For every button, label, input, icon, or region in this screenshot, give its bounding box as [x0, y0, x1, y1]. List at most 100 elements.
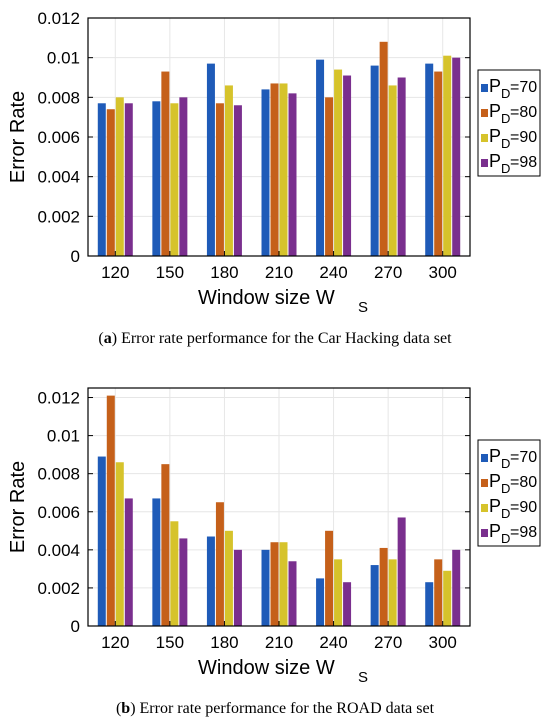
bar-pd80-180	[215, 103, 224, 257]
bar-pd90-270	[388, 85, 397, 256]
x-tick-label: 240	[319, 633, 347, 652]
legend-label-subscript: D	[501, 506, 510, 521]
legend-label-subscript: D	[501, 481, 510, 496]
x-axis-label: Window size W S	[198, 657, 368, 686]
y-tick-label: 0.01	[47, 49, 80, 68]
bar-pd90-150	[170, 521, 179, 626]
bar-pd70-180	[206, 63, 215, 256]
bar-pd80-150	[161, 71, 170, 256]
x-tick-label: 300	[429, 263, 457, 282]
bar-pd90-150	[170, 103, 179, 257]
legend-label-subscript: D	[501, 456, 510, 471]
y-axis-label: Error Rate	[7, 91, 29, 183]
bar-pd70-300	[425, 582, 434, 626]
bar-pd98-120	[124, 498, 133, 626]
legend-label-subscript: D	[501, 161, 510, 176]
bar-pd70-270	[370, 565, 379, 626]
bar-pd70-180	[206, 536, 215, 626]
legend-label-main: P	[489, 446, 501, 466]
legend-swatch	[481, 84, 488, 92]
y-tick-label: 0.01	[47, 427, 80, 446]
legend-swatch	[481, 479, 488, 487]
legend-label-value: =90	[510, 499, 537, 516]
x-tick-label: 240	[319, 263, 347, 282]
x-tick-label: 180	[210, 263, 238, 282]
legend-swatch	[481, 504, 488, 512]
caption-text: Error rate performance for the ROAD data…	[139, 700, 435, 717]
legend-label-value: =80	[510, 104, 537, 121]
x-tick-label: 120	[101, 263, 129, 282]
y-tick-label: 0.008	[37, 88, 80, 107]
bar-pd70-120	[97, 103, 106, 257]
y-tick-label: 0.002	[37, 207, 80, 226]
bar-pd98-180	[233, 105, 242, 257]
axes-box	[87, 387, 471, 627]
bar-pd80-210	[270, 542, 279, 626]
legend-label-subscript: D	[501, 86, 510, 101]
bar-pd70-150	[152, 498, 161, 626]
y-axis-label: Error Rate	[7, 461, 29, 553]
legend-label-value: =90	[510, 129, 537, 146]
bar-pd90-210	[279, 542, 288, 626]
bar-pd70-120	[97, 456, 106, 626]
bar-pd90-240	[334, 559, 343, 626]
chart-panel-road: 0 0.002 0.004 0.006 0.008 0.01 0.012 120 150 180 2…	[0, 370, 550, 719]
bar-pd70-210	[261, 549, 270, 626]
legend: P D =70P D =80P D =90P D =98	[477, 439, 541, 547]
caption-text: Error rate performance for the Car Hacki…	[121, 330, 452, 347]
legend-label-value: =70	[510, 79, 537, 96]
x-axis-label-main: Window size W	[198, 657, 335, 679]
y-tick-label: 0	[71, 617, 80, 636]
bar-pd98-210	[288, 93, 297, 256]
bar-pd70-150	[152, 101, 161, 256]
y-tick-label: 0.012	[37, 9, 80, 28]
bar-pd98-270	[397, 77, 406, 256]
bar-pd70-240	[316, 578, 325, 626]
bar-pd98-240	[343, 75, 352, 257]
bar-pd80-300	[434, 71, 443, 256]
x-tick-label: 210	[265, 263, 293, 282]
bar-pd90-120	[115, 97, 124, 256]
bar-pd80-150	[161, 464, 170, 626]
y-tick-label: 0.006	[37, 503, 80, 522]
bar-pd98-150	[179, 97, 188, 256]
bar-pd90-300	[443, 55, 452, 256]
bar-pd70-240	[316, 59, 325, 257]
y-tick-label: 0.002	[37, 579, 80, 598]
x-tick-label: 150	[156, 633, 184, 652]
bar-pd90-240	[334, 69, 343, 256]
error-rate-chart-road: 0 0.002 0.004 0.006 0.008 0.01 0.012 120 150 180 2…	[7, 387, 541, 686]
x-tick-label: 300	[429, 633, 457, 652]
bar-pd80-240	[325, 97, 334, 256]
y-tick-label: 0.012	[37, 389, 80, 408]
x-tick-label: 270	[374, 263, 402, 282]
axes-box	[87, 17, 471, 257]
legend-swatch	[481, 454, 488, 462]
bar-pd80-270	[379, 41, 388, 256]
x-tick-label: 180	[210, 633, 238, 652]
legend-label-subscript: D	[501, 531, 510, 546]
bar-pd80-270	[379, 547, 388, 626]
legend-label-main: P	[489, 126, 501, 146]
bar-pd90-300	[443, 570, 452, 626]
bar-pd90-180	[224, 85, 233, 256]
legend-swatch	[481, 529, 488, 537]
legend: P D =70P D =80P D =90P D =98	[477, 69, 541, 177]
bar-pd80-210	[270, 83, 279, 256]
legend-box	[477, 439, 541, 547]
y-tick-label: 0.006	[37, 128, 80, 147]
legend-label-subscript: D	[501, 136, 510, 151]
x-axis-label: Window size W S	[198, 287, 368, 316]
bar-pd80-120	[106, 109, 115, 256]
bar-pd70-270	[370, 65, 379, 256]
legend-swatch	[481, 159, 488, 167]
bar-pd98-240	[343, 582, 352, 626]
bar-pd98-120	[124, 103, 133, 257]
bar-pd70-300	[425, 63, 434, 256]
caption-car-hacking: (a) Error rate performance for the Car H…	[98, 330, 452, 347]
legend-label-main: P	[489, 471, 501, 491]
x-axis-label-subscript: S	[358, 299, 368, 316]
legend-label-value: =80	[510, 474, 537, 491]
caption-label: b	[121, 700, 131, 717]
bar-pd90-270	[388, 559, 397, 626]
